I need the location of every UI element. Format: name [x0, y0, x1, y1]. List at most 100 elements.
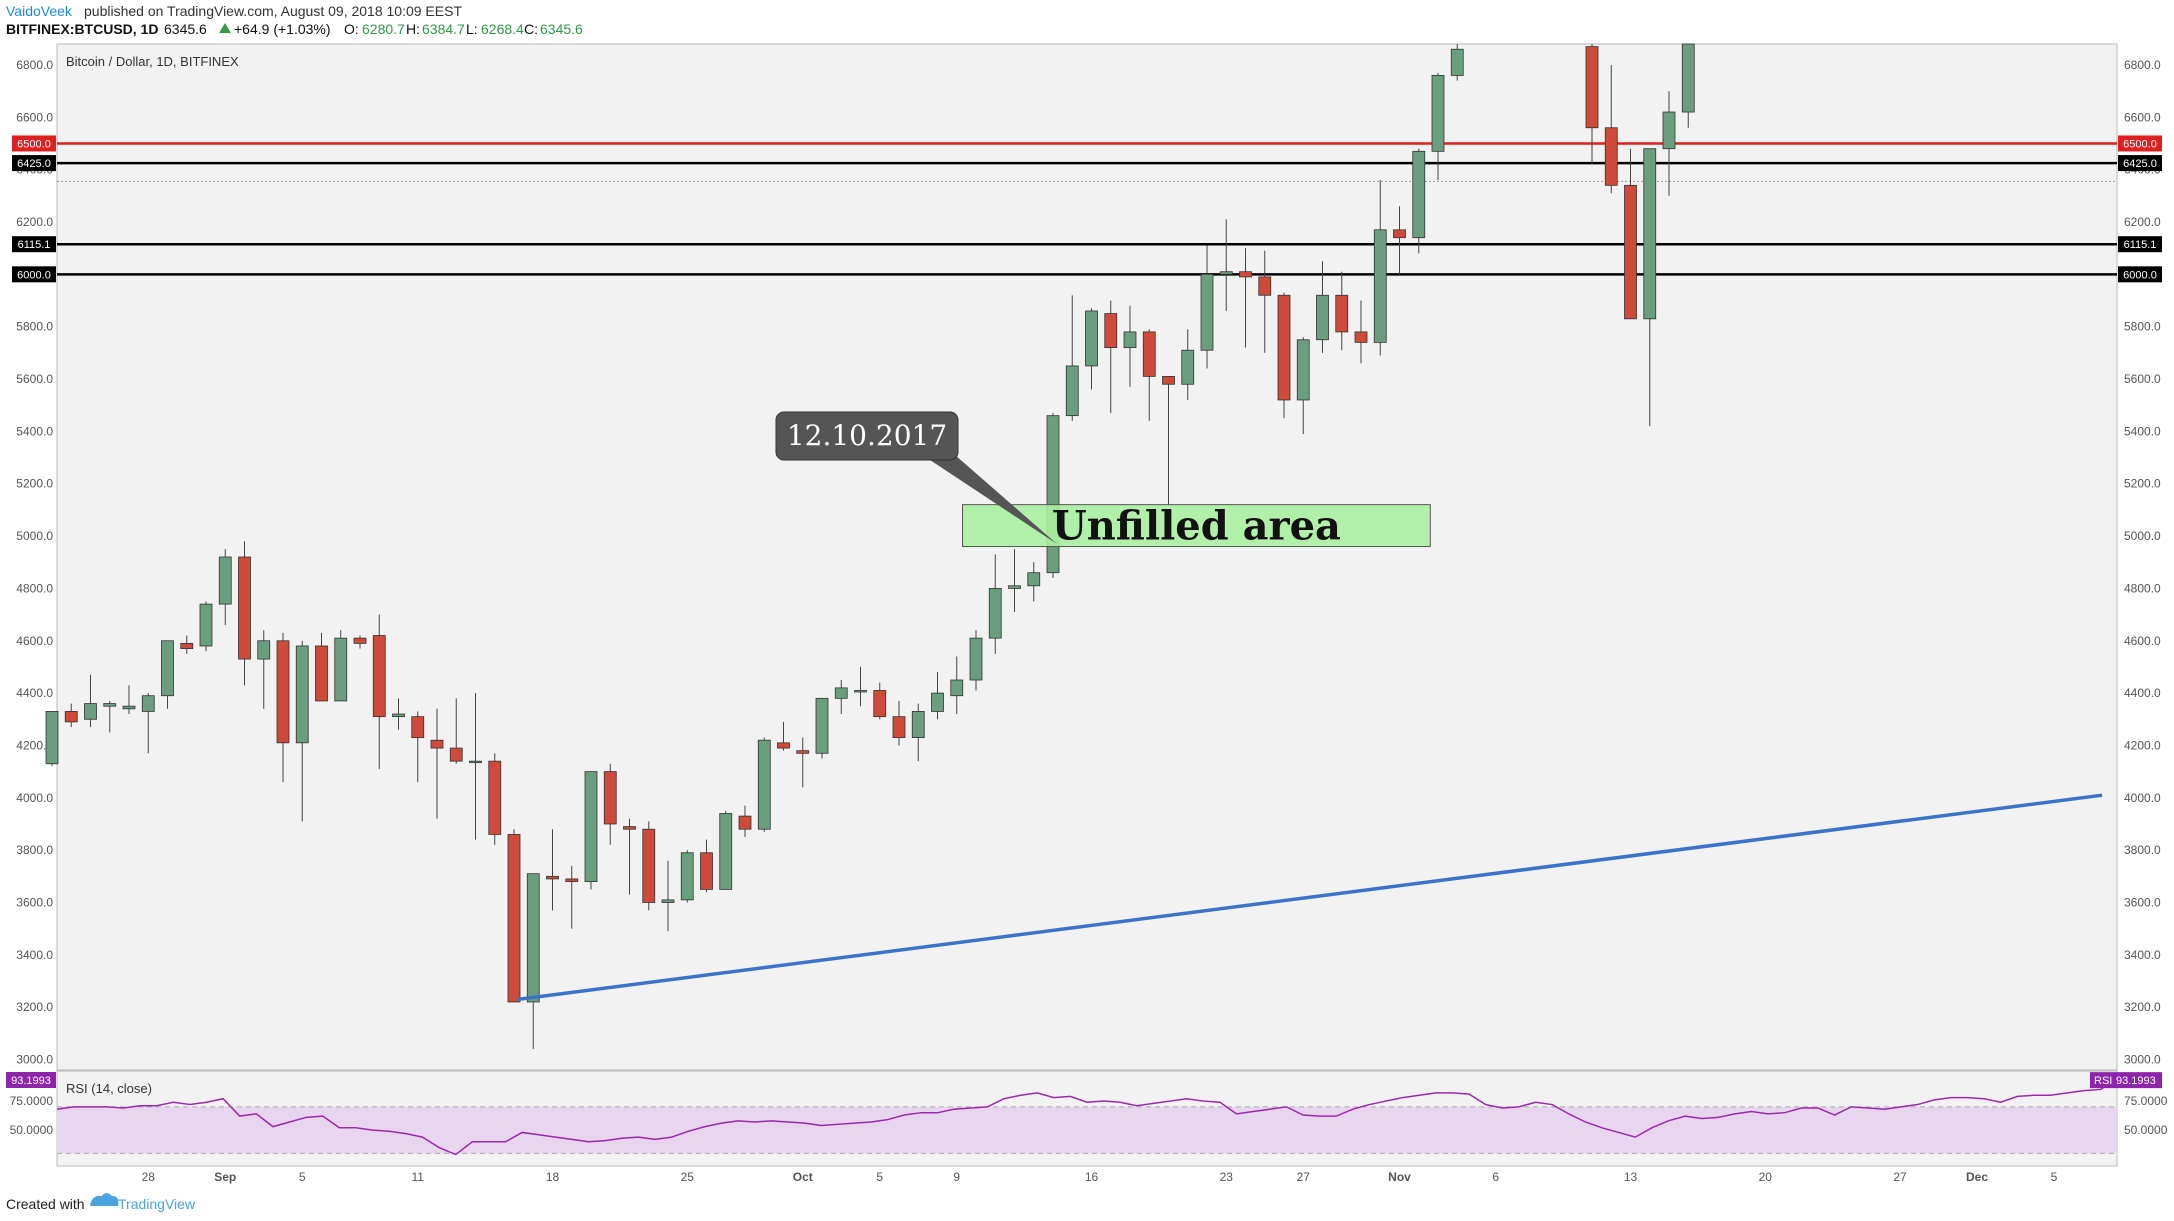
candle-body	[892, 716, 906, 738]
rsi-tick-left: 75.0000	[10, 1094, 54, 1108]
price-tick-left: 3400.0	[16, 948, 53, 962]
rsi-badge-value: 93.1993	[2116, 1075, 2156, 1087]
candle-body	[1316, 294, 1329, 341]
price-tick-right: 6800.0	[2124, 58, 2161, 72]
candle-body	[469, 760, 482, 764]
trend-line	[517, 793, 2103, 1002]
level-badge-right	[2118, 155, 2162, 172]
time-tick: Oct	[793, 1170, 813, 1184]
candle-body	[796, 750, 810, 754]
time-tick: 27	[1893, 1170, 1907, 1184]
candle-body	[64, 711, 78, 723]
created-with-text: Created with	[6, 1196, 85, 1212]
candles	[45, 43, 1695, 1050]
candle-body	[1258, 276, 1272, 296]
candle-body	[642, 828, 656, 903]
price-tick-right: 4600.0	[2124, 634, 2161, 648]
high-value: 6384.7	[422, 21, 465, 37]
published-text: published on TradingView.com, August 09,…	[84, 3, 462, 19]
rsi-band	[57, 1106, 2117, 1154]
rsi-tick-left: 50.0000	[10, 1123, 54, 1137]
close-label: C:	[524, 21, 538, 37]
time-tick: Dec	[1966, 1170, 1988, 1184]
time-tick: 20	[1759, 1170, 1773, 1184]
annotations: Unfilled area 12.10.2017	[517, 411, 2103, 1002]
candle-body	[623, 826, 636, 830]
level-badge-right	[2118, 236, 2162, 253]
candle-body	[353, 637, 367, 644]
rsi-value-badge-left	[6, 1072, 56, 1088]
price-tick-left: 4000.0	[16, 791, 53, 805]
candle-body	[1585, 46, 1599, 129]
candle-body	[1662, 111, 1676, 150]
candle-body	[1104, 313, 1118, 349]
time-tick: 25	[681, 1170, 695, 1184]
candle-body	[1142, 331, 1156, 377]
candle-body	[526, 873, 540, 1003]
tradingview-link[interactable]: TradingView	[118, 1196, 196, 1212]
candle-body	[1123, 331, 1137, 349]
level-badge-right-text: 6425.0	[2123, 158, 2157, 170]
up-arrow-icon	[219, 23, 231, 33]
time-tick: 6	[1492, 1170, 1499, 1184]
time-tick: 9	[953, 1170, 960, 1184]
candle-body	[84, 703, 97, 720]
candle-body	[257, 640, 271, 660]
candle-body	[295, 645, 309, 744]
open-value: 6280.7	[362, 21, 405, 37]
level-badge-right-text: 6000.0	[2123, 269, 2157, 281]
candle-body	[392, 713, 405, 718]
change-value: +64.9 (+1.03%)	[234, 21, 331, 37]
main-chart-title: Bitcoin / Dollar, 1D, BITFINEX	[66, 54, 239, 69]
candle-body	[103, 703, 117, 707]
level-badge-right	[2118, 266, 2162, 283]
candle-body	[700, 852, 713, 890]
price-tick-right: 4400.0	[2124, 686, 2161, 700]
price-tick-left: 6800.0	[16, 58, 53, 72]
price-tick-right: 5600.0	[2124, 372, 2161, 386]
candle-body	[738, 815, 752, 830]
rsi-tick-right: 50.0000	[2124, 1123, 2168, 1137]
candle-body	[584, 771, 598, 882]
price-tick-left: 3600.0	[16, 895, 53, 909]
candle-body	[1200, 273, 1214, 351]
candle-body	[1296, 339, 1310, 401]
candle-body	[546, 875, 559, 880]
candle-body	[334, 637, 348, 702]
candle-body	[1373, 229, 1387, 343]
candle-body	[218, 556, 232, 605]
candle-body	[1412, 150, 1426, 239]
candle-body	[199, 603, 213, 647]
candle-body	[449, 747, 463, 762]
level-badge-left-text: 6115.1	[18, 239, 51, 251]
low-label: L:	[466, 21, 478, 37]
tradingview-logo-icon	[90, 1193, 119, 1206]
symbol-label: BITFINEX:BTCUSD, 1D	[6, 21, 158, 37]
time-tick: 13	[1624, 1170, 1638, 1184]
author-link[interactable]: VaidoVeek	[6, 3, 73, 19]
level-badge-left	[12, 266, 56, 283]
time-tick: 5	[299, 1170, 306, 1184]
price-tick-left: 5200.0	[16, 477, 53, 491]
rsi-value-badge-left-text: 93.1993	[11, 1075, 51, 1087]
candle-body	[1354, 331, 1368, 343]
price-tick-left: 4400.0	[16, 686, 53, 700]
price-tick-left: 3200.0	[16, 1000, 53, 1014]
candle-body	[873, 690, 887, 718]
candle-body	[1239, 271, 1252, 278]
price-tick-left: 4200.0	[16, 738, 53, 752]
candle-body	[719, 813, 733, 890]
candle-body	[161, 640, 174, 697]
time-tick: 28	[142, 1170, 156, 1184]
level-badge-left-text: 6500.0	[17, 138, 51, 150]
time-tick: 23	[1220, 1170, 1234, 1184]
candle-body	[45, 711, 59, 765]
candle-body	[815, 697, 829, 754]
unfilled-area-label: Unfilled area	[1052, 503, 1341, 550]
candle-body	[122, 705, 136, 710]
candle-body	[315, 645, 328, 702]
candle-body	[988, 588, 1002, 639]
candle-body	[276, 640, 290, 744]
time-tick: 5	[876, 1170, 883, 1184]
